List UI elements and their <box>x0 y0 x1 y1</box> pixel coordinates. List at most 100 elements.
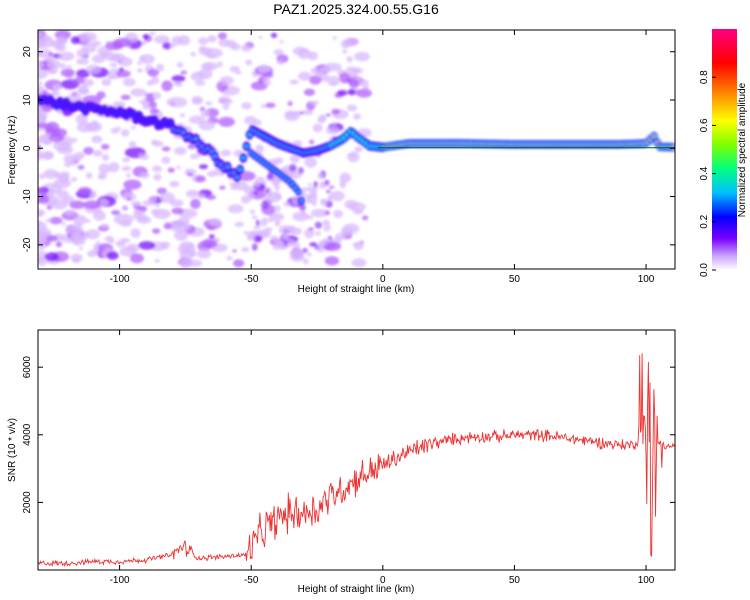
ridge-core <box>247 133 252 137</box>
noise-blob <box>198 120 215 131</box>
noise-blob <box>325 113 331 117</box>
y-tick-label: -20 <box>22 237 33 252</box>
noise-blob <box>150 139 159 146</box>
noise-blob <box>91 54 106 64</box>
noise-blob <box>118 67 124 72</box>
noise-blob <box>169 180 180 188</box>
noise-blob <box>151 76 160 85</box>
heatmap-blobs <box>38 30 675 269</box>
noise-blob <box>101 78 112 86</box>
noise-blob <box>187 144 197 150</box>
noise-blob <box>77 164 85 170</box>
noise-blob <box>289 79 299 85</box>
noise-blob <box>313 181 318 188</box>
noise-blob <box>346 56 353 63</box>
noise-blob <box>310 208 328 218</box>
noise-blob <box>318 183 327 189</box>
noise-blob <box>302 109 314 116</box>
noise-blob <box>240 195 251 204</box>
noise-blob <box>180 70 188 75</box>
noise-blob <box>292 248 305 260</box>
noise-blob <box>154 35 170 44</box>
noise-blob <box>161 80 173 92</box>
noise-blob <box>44 252 59 262</box>
noise-blob <box>163 222 172 230</box>
noise-blob <box>130 88 147 97</box>
y-tick-label: 4000 <box>22 423 33 446</box>
noise-blob <box>362 84 370 90</box>
noise-blob <box>142 102 152 110</box>
noise-blob <box>121 165 132 172</box>
x-tick-label: 100 <box>638 575 655 586</box>
noise-blob <box>100 143 110 150</box>
noise-blob <box>219 185 226 190</box>
noise-blob <box>64 209 76 216</box>
colorbar-label: Normalized spectral amplitude <box>737 82 748 217</box>
noise-blob <box>47 59 61 69</box>
noise-blob <box>71 234 86 246</box>
noise-blob <box>91 40 102 47</box>
noise-blob <box>43 89 48 94</box>
noise-blob <box>282 233 290 241</box>
noise-blob <box>106 251 119 260</box>
snr-xlabel: Height of straight line (km) <box>298 584 415 595</box>
colorbar-tick-label: 0.0 <box>699 263 710 277</box>
colorbar-tick-label: 0.8 <box>699 70 710 84</box>
noise-blob <box>260 201 269 210</box>
noise-blob <box>311 189 317 198</box>
noise-blob <box>243 230 248 235</box>
noise-blob <box>97 172 108 180</box>
noise-blob <box>289 225 296 234</box>
noise-blob <box>38 33 44 38</box>
noise-blob <box>120 129 130 137</box>
noise-blob <box>332 36 337 40</box>
noise-blob <box>178 35 191 46</box>
noise-blob <box>195 80 206 86</box>
noise-blob <box>73 214 87 225</box>
snr-series-line <box>38 353 675 568</box>
noise-blob <box>122 157 131 163</box>
noise-blob <box>264 227 273 233</box>
noise-blob <box>200 108 210 118</box>
noise-blob <box>51 90 60 97</box>
noise-blob <box>71 222 83 229</box>
noise-blob <box>274 183 281 192</box>
noise-blob <box>159 192 176 204</box>
ridge-core <box>212 154 217 158</box>
noise-blob <box>219 76 234 86</box>
snr-plot-area <box>38 353 675 568</box>
noise-blob <box>267 192 274 198</box>
noise-blob <box>112 101 126 109</box>
noise-blob <box>169 44 176 48</box>
noise-blob <box>38 173 46 180</box>
ridge-core <box>238 168 243 171</box>
noise-blob <box>70 157 79 166</box>
noise-blob <box>233 259 245 268</box>
x-tick-label: -50 <box>244 274 259 285</box>
noise-blob <box>235 71 242 75</box>
noise-blob <box>190 198 201 210</box>
colorbar-tick-label: 0.4 <box>699 166 710 180</box>
x-tick-label: 0 <box>380 274 386 285</box>
ridge-core <box>234 175 239 179</box>
noise-blob <box>334 232 346 241</box>
noise-blob <box>306 252 312 257</box>
snr-axes: -100 -50 0 50 100 2000 4000 6000 <box>22 330 675 586</box>
noise-blob <box>337 89 348 96</box>
noise-blob <box>298 71 312 81</box>
noise-blob <box>130 126 137 130</box>
noise-blob <box>198 37 209 45</box>
noise-blob <box>99 198 109 206</box>
noise-blob <box>302 247 309 253</box>
noise-blob <box>263 231 271 238</box>
noise-blob <box>347 151 360 163</box>
noise-blob <box>268 212 285 222</box>
noise-blob <box>283 202 291 207</box>
noise-blob <box>108 239 115 244</box>
noise-blob <box>98 163 112 174</box>
noise-blob <box>332 122 336 126</box>
noise-blob <box>149 101 157 109</box>
noise-blob <box>113 213 134 225</box>
noise-blob <box>318 240 327 248</box>
